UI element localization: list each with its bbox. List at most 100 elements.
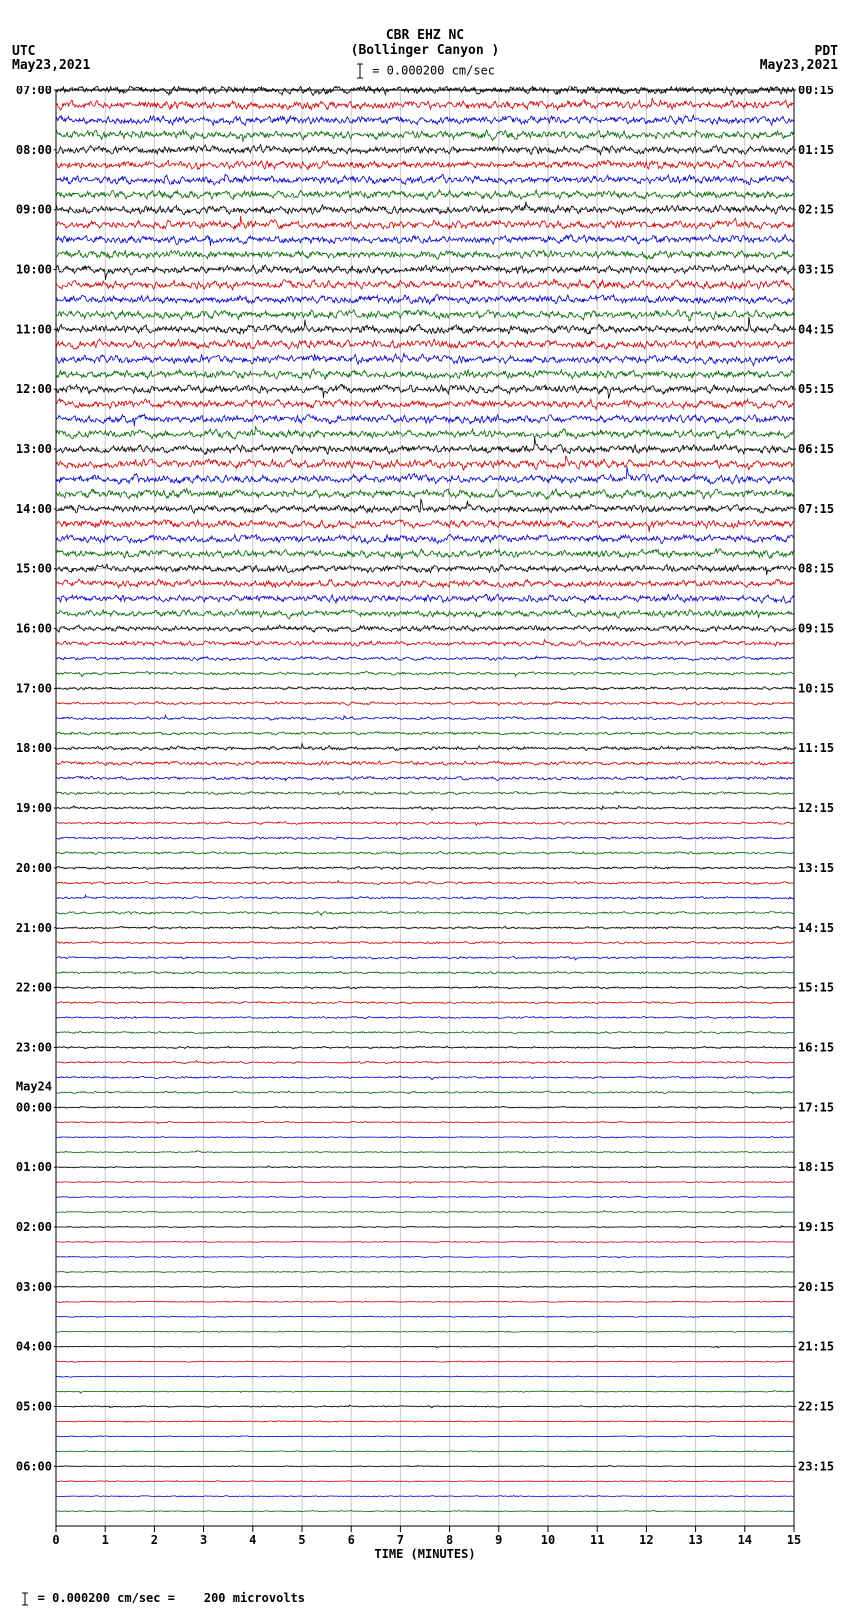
right-time-label: 13:15 <box>798 861 834 875</box>
chart-header: CBR EHZ NC (Bollinger Canyon ) = 0.00020… <box>0 0 850 80</box>
right-time-label: 03:15 <box>798 263 834 277</box>
seismic-trace <box>56 174 794 185</box>
left-time-label: 08:00 <box>16 143 52 157</box>
right-time-label: 18:15 <box>798 1160 834 1174</box>
right-time-label: 14:15 <box>798 921 834 935</box>
seismic-trace <box>56 1496 794 1497</box>
seismic-trace <box>56 549 794 559</box>
left-time-label: 22:00 <box>16 981 52 995</box>
footer-scale-bar-icon <box>20 1592 30 1606</box>
seismic-trace <box>56 339 794 349</box>
right-time-label: 22:15 <box>798 1399 834 1413</box>
seismic-trace <box>56 911 794 915</box>
right-time-label: 12:15 <box>798 801 834 815</box>
x-tick-label: 7 <box>397 1533 404 1547</box>
left-time-label: 19:00 <box>16 801 52 815</box>
seismic-trace <box>56 1361 794 1362</box>
seismic-trace <box>56 98 794 110</box>
seismic-trace <box>56 1256 794 1258</box>
seismic-trace <box>56 702 794 706</box>
date-left-label: May23,2021 <box>12 58 90 73</box>
left-time-label: 09:00 <box>16 203 52 217</box>
left-time-label: 21:00 <box>16 921 52 935</box>
seismic-trace <box>56 895 794 899</box>
scale-bar-icon <box>355 62 365 80</box>
seismic-trace <box>56 1241 794 1242</box>
seismic-trace <box>56 1376 794 1377</box>
seismic-trace <box>56 295 794 305</box>
seismic-trace <box>56 715 794 720</box>
seismic-trace <box>56 1121 794 1123</box>
seismic-trace <box>56 130 794 141</box>
scale-text: = 0.000200 cm/sec <box>372 64 495 78</box>
right-time-label: 01:15 <box>798 143 834 157</box>
left-time-label: 07:00 <box>16 86 52 97</box>
footer-scale: = 0.000200 cm/sec = 200 microvolts <box>6 1577 305 1607</box>
right-time-label: 05:15 <box>798 382 834 396</box>
seismic-trace <box>56 1091 794 1094</box>
left-time-label: May24 <box>16 1079 52 1093</box>
x-axis-title: TIME (MINUTES) <box>374 1547 475 1561</box>
right-time-label: 08:15 <box>798 562 834 576</box>
seismic-trace <box>56 1316 794 1318</box>
seismic-trace <box>56 369 794 379</box>
right-time-label: 06:15 <box>798 442 834 456</box>
seismic-trace <box>56 1196 794 1198</box>
station-id: CBR EHZ NC <box>0 28 850 43</box>
seismic-trace <box>56 534 794 543</box>
seismic-trace <box>56 941 794 944</box>
seismic-trace <box>56 956 794 960</box>
x-tick-label: 11 <box>590 1533 604 1547</box>
left-time-label: 18:00 <box>16 741 52 755</box>
left-time-label: 16:00 <box>16 622 52 636</box>
x-tick-label: 4 <box>249 1533 256 1547</box>
seismic-trace <box>56 776 794 780</box>
seismic-trace <box>56 656 794 661</box>
x-tick-label: 3 <box>200 1533 207 1547</box>
left-time-label: 11:00 <box>16 322 52 336</box>
seismic-trace <box>56 881 794 885</box>
seismic-trace <box>56 822 794 826</box>
x-tick-label: 2 <box>151 1533 158 1547</box>
seismic-trace <box>56 279 794 290</box>
seismic-trace <box>56 564 794 575</box>
left-time-label: 13:00 <box>16 442 52 456</box>
seismic-trace <box>56 1331 794 1332</box>
x-tick-label: 13 <box>688 1533 702 1547</box>
date-right-label: May23,2021 <box>760 58 838 73</box>
seismic-trace <box>56 1002 794 1004</box>
seismic-trace <box>56 1016 794 1018</box>
seismic-trace <box>56 520 794 533</box>
seismic-trace <box>56 265 794 280</box>
seismic-trace <box>56 837 794 840</box>
seismic-trace <box>56 1391 794 1393</box>
right-time-label: 21:15 <box>798 1340 834 1354</box>
seismic-trace <box>56 310 794 321</box>
right-time-label: 19:15 <box>798 1220 834 1234</box>
seismic-trace <box>56 1211 794 1213</box>
seismic-trace <box>56 190 794 199</box>
x-tick-label: 9 <box>495 1533 502 1547</box>
seismic-trace <box>56 1061 794 1064</box>
left-time-label: 10:00 <box>16 263 52 277</box>
right-time-label: 00:15 <box>798 86 834 97</box>
right-time-label: 10:15 <box>798 681 834 695</box>
seismic-trace <box>56 1076 794 1080</box>
seismic-trace <box>56 791 794 795</box>
right-time-label: 16:15 <box>798 1040 834 1054</box>
seismic-trace <box>56 761 794 766</box>
seismic-trace <box>56 385 794 399</box>
left-time-label: 20:00 <box>16 861 52 875</box>
left-time-label: 15:00 <box>16 562 52 576</box>
left-time-label: 17:00 <box>16 681 52 695</box>
seismic-trace <box>56 234 794 246</box>
seismogram-plot: 07:0008:0009:0010:0011:0012:0013:0014:00… <box>0 86 850 1566</box>
seismic-trace <box>56 594 794 603</box>
seismic-trace <box>56 1137 794 1139</box>
left-time-label: 00:00 <box>16 1100 52 1114</box>
seismic-trace <box>56 467 794 485</box>
seismic-trace <box>56 1436 794 1437</box>
seismic-trace <box>56 1182 794 1184</box>
timezone-left-label: UTC <box>12 44 35 59</box>
seismic-trace <box>56 1451 794 1452</box>
